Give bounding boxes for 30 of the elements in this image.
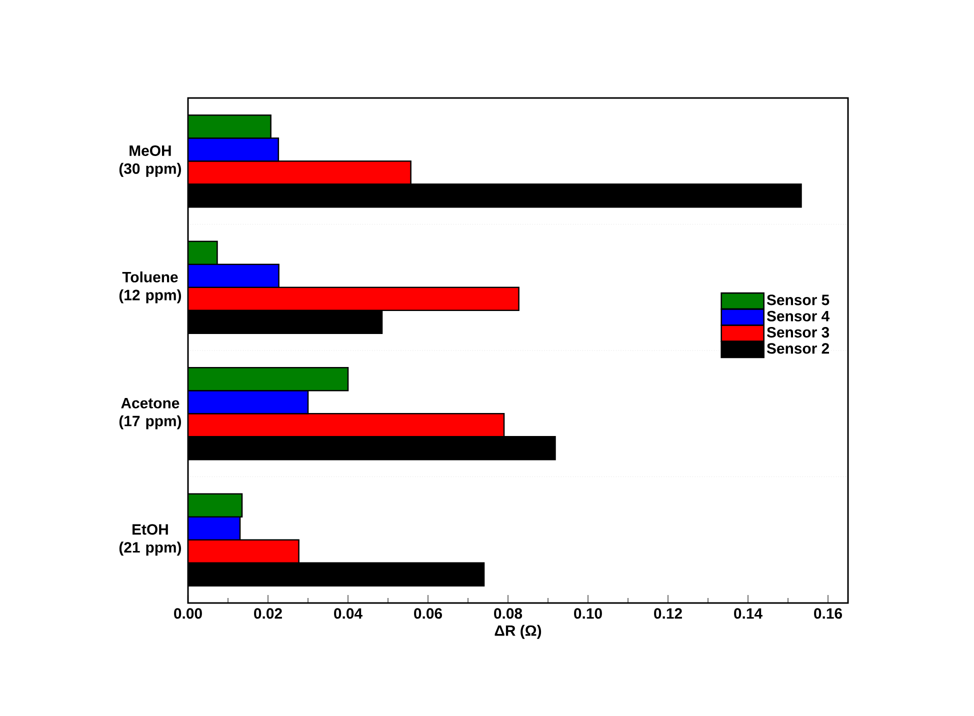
x-tick-label: 0.10 [574, 608, 602, 619]
x-tick-label: 0.06 [414, 608, 442, 619]
x-tick-label: 0.14 [734, 608, 762, 619]
y-tick-label: Acetone (17 ppm) [119, 398, 182, 430]
legend-label: Sensor 2 [766, 343, 830, 354]
bar [188, 493, 243, 518]
x-tick-label: 0.04 [334, 608, 362, 619]
bar [188, 516, 241, 541]
bar [188, 539, 300, 564]
bar [188, 160, 412, 185]
bar [188, 240, 218, 266]
bar [188, 412, 505, 438]
legend-label: Sensor 5 [766, 294, 830, 306]
x-tick-label: 0.00 [174, 608, 202, 619]
legend-label: Sensor 3 [766, 327, 830, 338]
bar [188, 286, 520, 312]
bar [188, 390, 309, 414]
bar [188, 114, 272, 139]
legend-label: Sensor 4 [766, 310, 830, 322]
y-tick-label: EtOH (21 ppm) [119, 524, 182, 556]
bar [188, 137, 280, 162]
x-tick-label: 0.12 [654, 608, 682, 619]
x-axis-title: ΔR (Ω) [494, 624, 542, 639]
y-tick-label: Toluene (12 ppm) [119, 271, 182, 304]
bar [188, 366, 349, 392]
y-tick-label: MeOH (30 ppm) [119, 145, 182, 177]
bar [188, 264, 280, 288]
x-tick-label: 0.02 [254, 608, 282, 619]
x-tick-label: 0.16 [814, 608, 842, 619]
x-tick-label: 0.08 [494, 608, 522, 619]
